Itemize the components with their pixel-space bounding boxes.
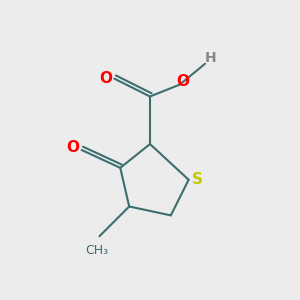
Text: H: H [205, 51, 217, 65]
Text: CH₃: CH₃ [85, 244, 108, 256]
Text: O: O [66, 140, 79, 154]
Text: O: O [176, 74, 189, 89]
Text: O: O [99, 71, 112, 86]
Text: S: S [192, 172, 203, 187]
